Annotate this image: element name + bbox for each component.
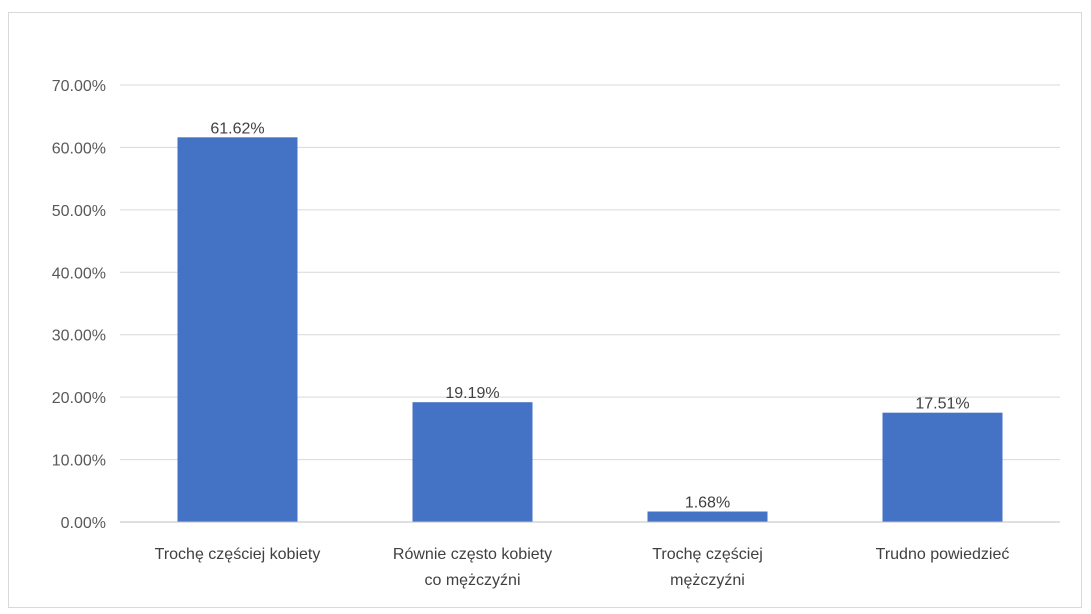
data-label: 19.19% [445,385,499,402]
y-tick-label: 20.00% [52,390,106,407]
y-tick-label: 70.00% [52,78,106,95]
y-tick-label: 0.00% [61,515,106,532]
data-labels: 61.62% 19.19% 1.68% 17.51% [210,120,969,511]
category-label: Trochę częściej mężczyźni [652,546,763,589]
category-label: Trochę częściej kobiety [155,546,321,563]
y-tick-label: 10.00% [52,453,106,470]
x-axis-category-labels: Trochę częściej kobiety Równie często kob… [155,546,1010,589]
bar [412,402,533,522]
bars [177,137,1003,523]
bar [177,137,298,523]
y-tick-label: 60.00% [52,140,106,157]
y-tick-label: 50.00% [52,203,106,220]
data-label: 61.62% [210,120,264,137]
y-axis-tick-labels: 0.00% 10.00% 20.00% 30.00% 40.00% 50.00% 60.00… [52,78,106,532]
category-label: Trudno powiedzieć [876,546,1010,563]
data-label: 1.68% [685,495,730,512]
category-label: Równie często kobiety co mężczyźni [393,546,552,589]
y-tick-label: 30.00% [52,328,106,345]
bar [882,412,1003,522]
data-label: 17.51% [915,396,969,413]
y-tick-label: 40.00% [52,265,106,282]
bar [647,511,768,522]
